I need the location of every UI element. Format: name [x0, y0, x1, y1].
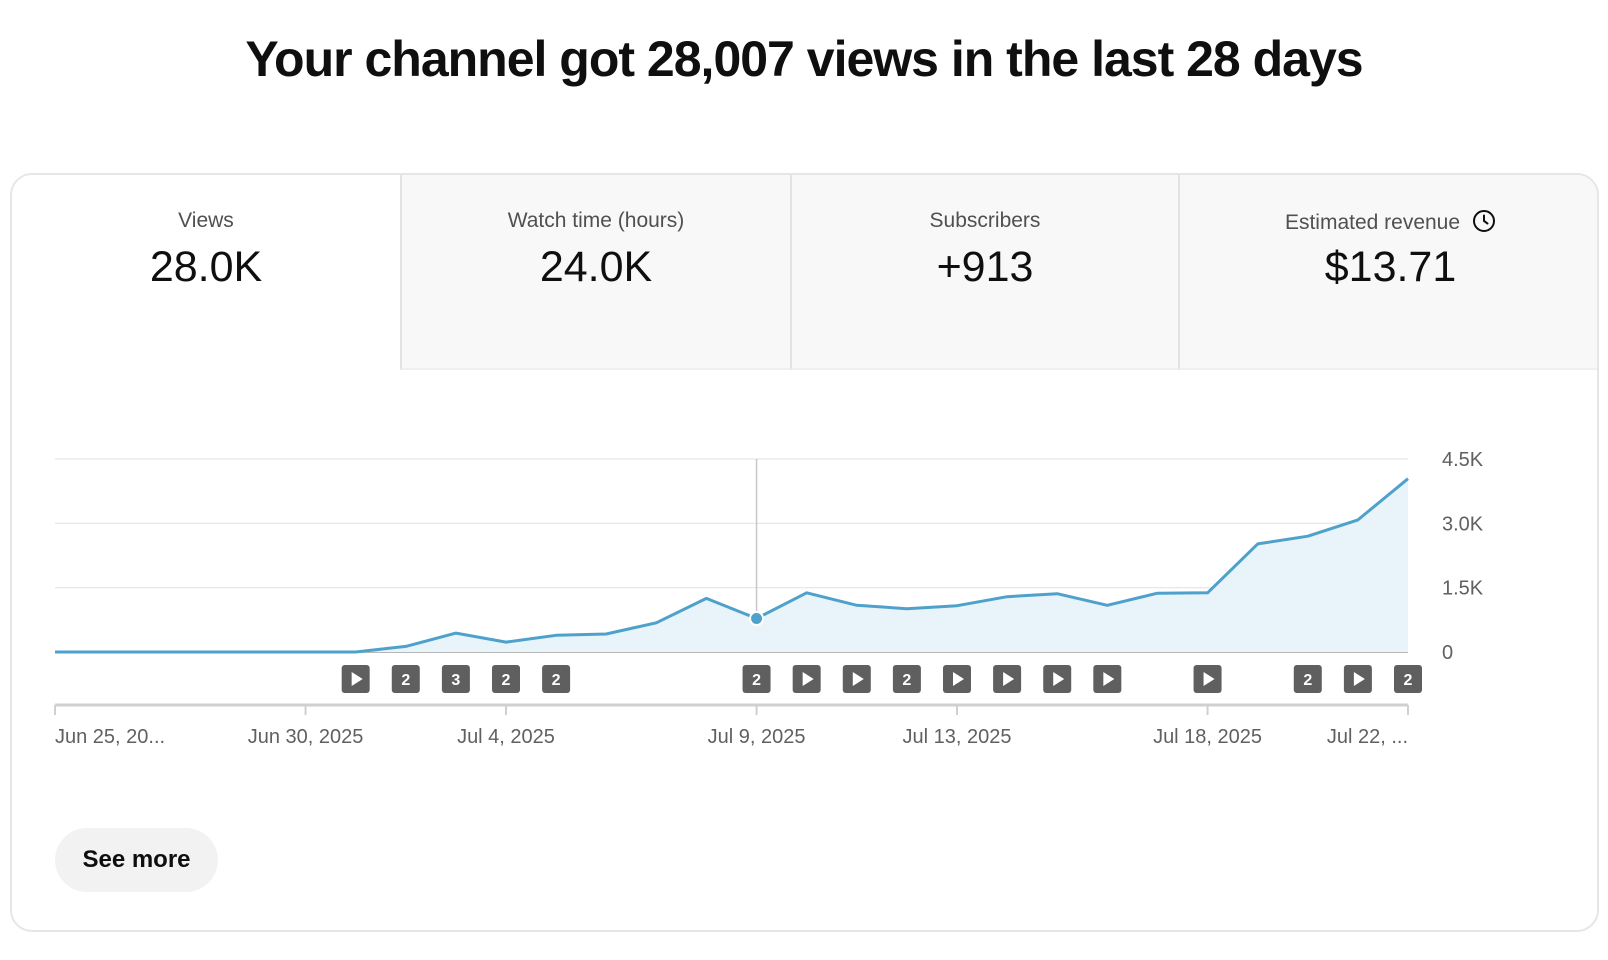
marker-count: 3 — [451, 672, 460, 689]
play-icon — [953, 672, 964, 686]
y-tick-label: 4.5K — [1442, 449, 1484, 471]
x-tick-label: Jul 9, 2025 — [708, 726, 806, 748]
marker-box — [391, 665, 420, 693]
tab-estimated-revenue-value: $13.71 — [1324, 243, 1457, 291]
play-icon — [351, 672, 363, 686]
marker-box — [441, 665, 470, 693]
analytics-card: Views 28.0K Watch time (hours) 24.0K Sub… — [10, 173, 1599, 932]
page-headline: Your channel got 28,007 views in the las… — [245, 31, 1363, 87]
marker-count: 2 — [502, 672, 511, 689]
multi-upload-marker[interactable]: 2 — [742, 665, 771, 693]
multi-upload-marker[interactable]: 2 — [1394, 665, 1422, 693]
marker-box — [892, 665, 921, 693]
video-upload-marker[interactable] — [943, 665, 971, 693]
multi-upload-marker[interactable]: 2 — [1293, 665, 1322, 693]
video-upload-marker[interactable] — [1193, 665, 1222, 693]
tab-subscribers-label: Subscribers — [929, 209, 1041, 232]
marker-box — [1394, 665, 1422, 693]
play-icon — [802, 672, 814, 686]
see-more-button[interactable]: See more — [55, 828, 218, 892]
x-tick-label: Jul 4, 2025 — [457, 726, 555, 748]
y-tick-label: 1.5K — [1442, 578, 1484, 600]
x-tick-label: Jun 30, 2025 — [248, 726, 364, 748]
video-upload-marker[interactable] — [792, 665, 821, 693]
video-upload-marker[interactable] — [1343, 665, 1372, 693]
play-icon — [1203, 672, 1215, 686]
tab-subscribers[interactable]: Subscribers +913 — [790, 175, 1178, 370]
marker-count: 2 — [902, 672, 911, 689]
play-icon — [1353, 672, 1365, 686]
video-upload-marker[interactable] — [341, 665, 370, 693]
clock-icon[interactable] — [1472, 209, 1496, 239]
tab-estimated-revenue[interactable]: Estimated revenue $13.71 — [1178, 175, 1597, 370]
video-upload-marker[interactable] — [993, 665, 1022, 693]
views-chart[interactable]: 0 1.5K 3.0K 4.5K 2 3 2 2 2 2 2 2 Jun 25, 20... Jun 30… — [12, 175, 1599, 815]
marker-box — [742, 665, 771, 693]
metric-tabs: Views 28.0K Watch time (hours) 24.0K Sub… — [12, 175, 1597, 370]
tab-views[interactable]: Views 28.0K — [12, 175, 400, 370]
y-tick-label: 3.0K — [1442, 513, 1484, 535]
play-icon — [1053, 672, 1065, 686]
tab-subscribers-value: +913 — [936, 243, 1034, 291]
video-upload-marker[interactable] — [1043, 665, 1072, 693]
play-icon — [1003, 672, 1015, 686]
x-tick-label: Jul 13, 2025 — [903, 726, 1012, 748]
views-line — [55, 477, 1409, 654]
multi-upload-marker[interactable]: 2 — [892, 665, 921, 693]
tab-watch-time[interactable]: Watch time (hours) 24.0K — [400, 175, 790, 370]
views-area — [55, 478, 1408, 652]
multi-upload-marker[interactable]: 2 — [391, 665, 420, 693]
tab-estimated-revenue-label: Estimated revenue — [1284, 211, 1461, 234]
multi-upload-marker[interactable]: 2 — [542, 665, 571, 693]
tab-estimated-revenue-label-row: Estimated revenue — [1180, 209, 1597, 239]
x-tick-label: Jul 18, 2025 — [1153, 726, 1262, 748]
tab-watch-time-label: Watch time (hours) — [507, 209, 685, 232]
tab-views-label: Views — [178, 209, 234, 232]
marker-count: 2 — [552, 672, 561, 689]
play-icon — [852, 672, 864, 686]
highlighted-data-point — [749, 611, 765, 627]
x-tick-label: Jul 22, ... — [1327, 726, 1408, 748]
marker-count: 2 — [1404, 672, 1413, 689]
x-tick-label: Jun 25, 20... — [55, 726, 165, 748]
marker-count: 2 — [401, 672, 410, 689]
video-upload-marker[interactable] — [842, 665, 871, 693]
tab-watch-time-value: 24.0K — [539, 243, 653, 291]
play-icon — [1103, 672, 1115, 686]
marker-count: 2 — [752, 672, 761, 689]
y-tick-label: 0 — [1442, 642, 1453, 664]
tab-views-value: 28.0K — [149, 243, 263, 291]
marker-box — [492, 665, 520, 693]
video-upload-marker[interactable] — [1093, 665, 1122, 693]
marker-count: 2 — [1303, 672, 1312, 689]
marker-box — [1293, 665, 1322, 693]
marker-box — [542, 665, 571, 693]
multi-upload-marker[interactable]: 2 — [492, 665, 520, 693]
multi-upload-marker[interactable]: 3 — [441, 665, 470, 693]
